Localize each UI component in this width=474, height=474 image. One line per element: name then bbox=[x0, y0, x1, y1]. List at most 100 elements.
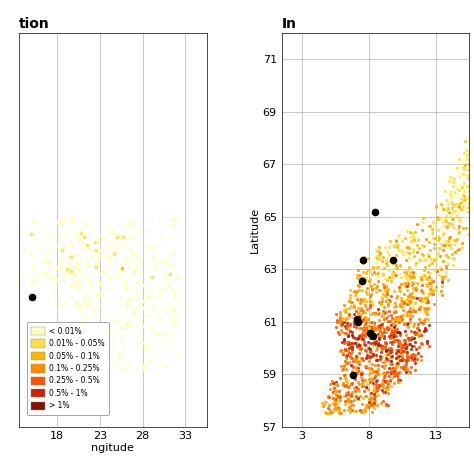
Point bbox=[337, 321, 345, 329]
Point bbox=[439, 202, 447, 210]
Point bbox=[390, 379, 398, 387]
Point bbox=[453, 150, 461, 157]
Point bbox=[385, 248, 393, 256]
Point bbox=[369, 325, 376, 332]
Point bbox=[469, 138, 474, 146]
Point bbox=[409, 293, 417, 301]
Point bbox=[342, 352, 350, 360]
Point bbox=[319, 402, 327, 410]
Point bbox=[429, 218, 437, 226]
Point bbox=[353, 318, 361, 325]
Point bbox=[405, 264, 413, 271]
Point bbox=[344, 330, 351, 338]
Point bbox=[375, 309, 383, 317]
Point bbox=[343, 397, 351, 404]
Point bbox=[438, 240, 445, 247]
Point bbox=[70, 263, 77, 270]
Point bbox=[71, 229, 78, 237]
Point bbox=[370, 402, 377, 410]
Point bbox=[399, 352, 406, 360]
Point bbox=[410, 273, 418, 281]
Point bbox=[378, 329, 385, 337]
Point bbox=[374, 248, 382, 255]
Point bbox=[53, 275, 61, 283]
Point bbox=[60, 218, 68, 225]
Point bbox=[342, 381, 349, 389]
Point bbox=[390, 337, 398, 345]
Point bbox=[93, 258, 101, 266]
Point bbox=[148, 302, 155, 310]
Point bbox=[413, 279, 421, 287]
Point bbox=[140, 297, 148, 305]
Point bbox=[384, 346, 392, 353]
Point bbox=[356, 335, 363, 342]
Point bbox=[447, 233, 454, 240]
Point bbox=[408, 273, 416, 281]
Point bbox=[382, 286, 389, 293]
Point bbox=[460, 205, 468, 213]
Point bbox=[349, 312, 356, 320]
Point bbox=[405, 297, 412, 304]
Point bbox=[395, 283, 403, 291]
Point bbox=[396, 302, 403, 310]
Point bbox=[420, 318, 428, 325]
Point bbox=[161, 295, 168, 303]
Point bbox=[51, 296, 59, 304]
Point bbox=[125, 233, 133, 240]
Point bbox=[372, 389, 379, 396]
Point bbox=[149, 252, 157, 260]
Point bbox=[402, 344, 410, 351]
Point bbox=[444, 200, 452, 208]
Point bbox=[334, 399, 341, 406]
Point bbox=[126, 216, 134, 224]
Point bbox=[376, 382, 384, 389]
Point bbox=[442, 237, 449, 245]
Point bbox=[345, 406, 352, 414]
Point bbox=[125, 360, 133, 368]
Point bbox=[370, 401, 378, 408]
Point bbox=[349, 333, 357, 340]
Point bbox=[378, 386, 386, 393]
Point bbox=[401, 362, 408, 370]
Point bbox=[399, 364, 407, 372]
Point bbox=[450, 178, 457, 186]
Point bbox=[103, 253, 110, 260]
Point bbox=[343, 322, 351, 329]
Point bbox=[389, 333, 397, 340]
Point bbox=[351, 334, 359, 341]
Point bbox=[378, 342, 386, 350]
Point bbox=[408, 356, 416, 363]
Point bbox=[356, 406, 363, 414]
Point bbox=[380, 264, 387, 272]
Point bbox=[401, 365, 408, 373]
Point bbox=[80, 293, 87, 301]
Point bbox=[450, 240, 457, 248]
Point bbox=[417, 303, 424, 310]
Point bbox=[378, 298, 386, 305]
Point bbox=[341, 372, 348, 380]
Point bbox=[423, 310, 430, 318]
Point bbox=[403, 348, 410, 356]
Point bbox=[384, 298, 392, 305]
Point bbox=[396, 348, 404, 356]
Point bbox=[430, 240, 438, 247]
Point bbox=[435, 234, 443, 242]
Point bbox=[386, 348, 393, 356]
Point bbox=[173, 273, 181, 281]
Point bbox=[417, 294, 424, 301]
Point bbox=[436, 215, 443, 223]
Point bbox=[471, 182, 474, 190]
Point bbox=[369, 351, 376, 358]
Point bbox=[410, 320, 418, 328]
Point bbox=[394, 376, 401, 383]
Point bbox=[347, 392, 355, 400]
Point bbox=[158, 359, 166, 367]
Point bbox=[459, 203, 467, 210]
Point bbox=[341, 307, 348, 314]
Point bbox=[60, 299, 68, 306]
Point bbox=[84, 334, 91, 341]
Point bbox=[374, 392, 382, 399]
Point bbox=[157, 235, 164, 242]
Point bbox=[72, 272, 79, 280]
Point bbox=[332, 310, 340, 318]
